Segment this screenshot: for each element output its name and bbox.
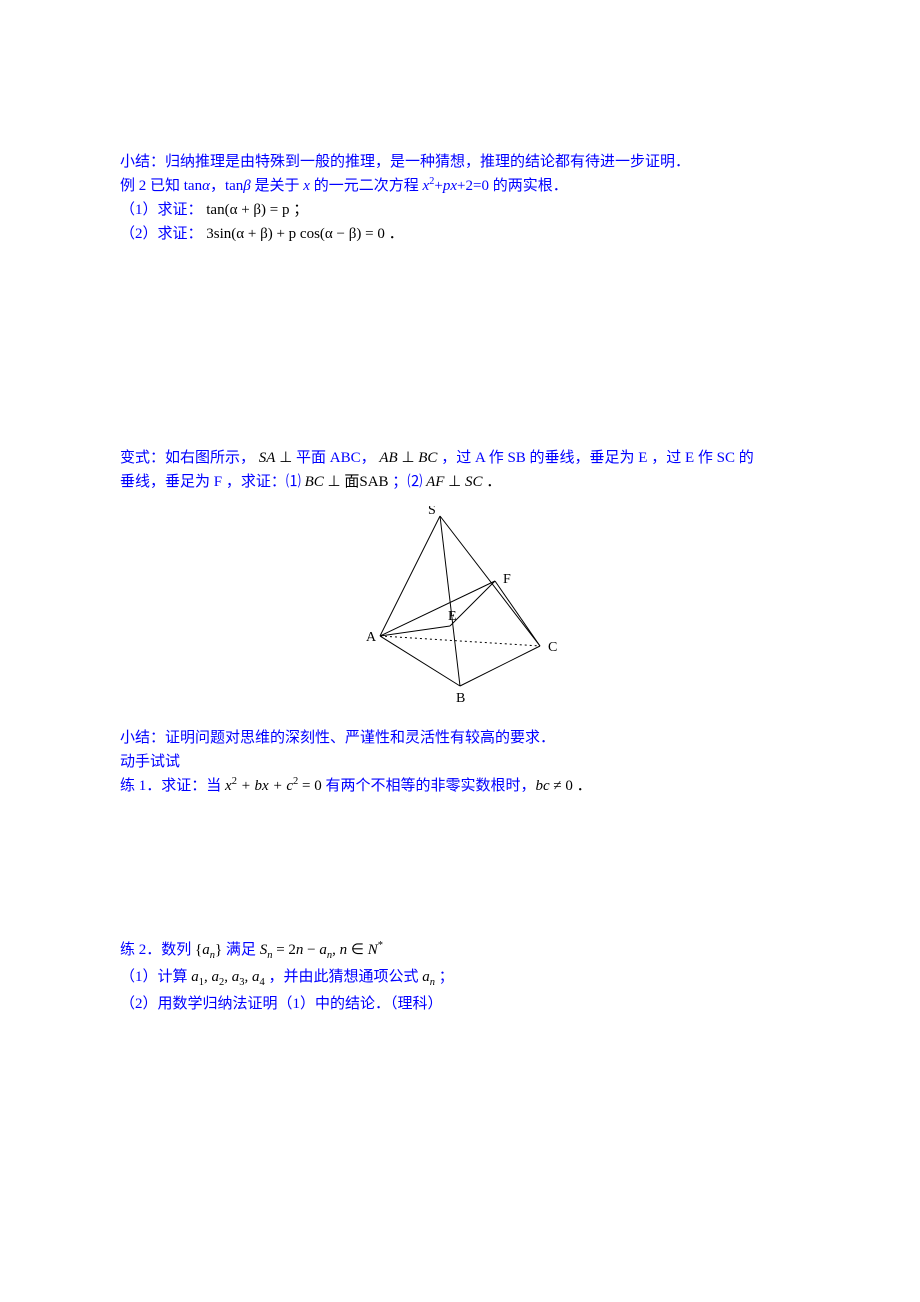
- practice-2-q1: （1）计算 a1, a2, a3, a4 ，并由此猜想通项公式 an ；: [120, 965, 800, 992]
- example-2-stem: 例 2 已知 tanα，tanβ 是关于 x 的一元二次方程 x2+px+2=0…: [120, 174, 800, 198]
- var-cm2a: AF: [426, 474, 444, 490]
- ex2-beta: β: [243, 178, 250, 194]
- ex1-m5: ≠ 0 ．: [550, 778, 592, 794]
- q2-label: （2）求证：: [120, 226, 203, 242]
- svg-text:F: F: [503, 572, 511, 587]
- ex2-n2: n: [340, 942, 348, 958]
- var-line2: 垂线，垂足为 F ，求证：: [120, 474, 286, 490]
- try-heading: 动手试试: [120, 750, 800, 774]
- q1-c3: ,: [245, 969, 253, 985]
- svg-text:B: B: [456, 691, 465, 706]
- geometry-diagram-wrap: S A B C E F: [120, 506, 800, 706]
- ex2-N: N: [368, 942, 378, 958]
- ex2-mid1: ，tan: [210, 178, 243, 194]
- ex2-pre: 已知 tan: [146, 178, 202, 194]
- var-sep: ；: [392, 474, 407, 490]
- var-cm1b: 面SAB: [344, 474, 392, 490]
- ex2-alpha: α: [202, 178, 210, 194]
- ex2-star: *: [378, 940, 383, 951]
- variant-stem-line2: 垂线，垂足为 F ，求证：⑴ BC ⊥ 面SAB ；⑵ AF ⊥ SC ．: [120, 470, 800, 494]
- q1-ana: a: [422, 969, 430, 985]
- practice-2-stem: 练 2．数列 {an} 满足 Sn = 2n − an, n ∈ N*: [120, 938, 800, 965]
- geometry-diagram: S A B C E F: [350, 506, 570, 706]
- var-ab: AB: [379, 450, 397, 466]
- var-pre: 变式：如右图所示，: [120, 450, 255, 466]
- var-perp1: ⊥: [275, 450, 296, 466]
- ex2-eq-b: +: [434, 178, 442, 194]
- ex2-eq2: −: [303, 942, 319, 958]
- variant-stem-line1: 变式：如右图所示， SA ⊥ 平面 ABC， AB ⊥ BC ，过 A 作 SB…: [120, 446, 800, 470]
- svg-text:C: C: [548, 640, 557, 655]
- summary-1: 小结：归纳推理是由特殊到一般的推理，是一种猜想，推理的结论都有待进一步证明．: [120, 150, 800, 174]
- summary-2: 小结：证明问题对思维的深刻性、严谨性和灵活性有较高的要求．: [120, 726, 800, 750]
- svg-text:A: A: [366, 630, 377, 645]
- ex2-in: ∈: [347, 942, 368, 958]
- q1-a1a: a: [191, 969, 199, 985]
- var-c2: ⑵: [407, 474, 426, 490]
- var-end: ．: [483, 474, 502, 490]
- ex2-eq3: ,: [332, 942, 340, 958]
- ex1-label: 练 1．求证：当: [120, 778, 225, 794]
- svg-text:S: S: [428, 506, 436, 518]
- q1-math: tan(α + β) = p ；: [206, 202, 308, 218]
- spacer: [120, 246, 800, 446]
- var-c1: ⑴: [286, 474, 305, 490]
- practice-1: 练 1．求证：当 x2 + bx + c2 = 0 有两个不相等的非零实数根时，…: [120, 774, 800, 798]
- ex1-m1: x: [225, 778, 232, 794]
- q1-mid: ，并由此猜想通项公式: [265, 969, 423, 985]
- ex2-label2: 练 2．数列: [120, 942, 195, 958]
- ex1-m2: + bx + c: [237, 778, 293, 794]
- ex2-label: 例 2: [120, 178, 146, 194]
- var-perp4: ⊥: [444, 474, 465, 490]
- ex1-m3: = 0: [298, 778, 321, 794]
- ex1-mid: 有两个不相等的非零实数根时，: [322, 778, 536, 794]
- spacer: [120, 798, 800, 938]
- var-cm2b: SC: [465, 474, 483, 490]
- var-perp2: ⊥: [398, 450, 419, 466]
- example-2-q2: （2）求证： 3sin(α + β) + p cos(α − β) = 0 ．: [120, 222, 800, 246]
- svg-text:E: E: [448, 609, 457, 624]
- var-perp3: ⊥: [324, 474, 345, 490]
- var-mid: ，过 A 作 SB 的垂线，垂足为 E ，过 E 作 SC 的: [437, 450, 753, 466]
- var-t1: 平面 ABC，: [296, 450, 376, 466]
- an-a: a: [202, 942, 210, 958]
- ex2-a2: a: [319, 942, 327, 958]
- page-content: 小结：归纳推理是由特殊到一般的推理，是一种猜想，推理的结论都有待进一步证明． 例…: [0, 0, 920, 1076]
- practice-2-q2: （2）用数学归纳法证明（1）中的结论．（理科）: [120, 992, 800, 1016]
- q1-end: ；: [435, 969, 454, 985]
- example-2-q1: （1）求证： tan(α + β) = p ；: [120, 198, 800, 222]
- q1-a2a: a: [212, 969, 220, 985]
- q1-label2: （1）计算: [120, 969, 191, 985]
- ex2-mid3: 的一元二次方程: [310, 178, 423, 194]
- q2-math: 3sin(α + β) + p cos(α − β) = 0 ．: [206, 226, 403, 242]
- var-sa: SA: [259, 450, 276, 466]
- var-cm1a: BC: [305, 474, 324, 490]
- var-bc: BC: [418, 450, 437, 466]
- q1-c1: ,: [204, 969, 212, 985]
- ex2-eq1: = 2: [272, 942, 295, 958]
- ex2-x: x: [303, 178, 310, 194]
- ex2-eq-d: +2=0 的两实根．: [457, 178, 568, 194]
- q1-a4a: a: [252, 969, 260, 985]
- ex2-mid2: 是关于: [251, 178, 304, 194]
- ex2-mid1b: 满足: [222, 942, 260, 958]
- q1-c2: ,: [224, 969, 232, 985]
- q1-label: （1）求证：: [120, 202, 203, 218]
- ex1-m4: bc: [535, 778, 549, 794]
